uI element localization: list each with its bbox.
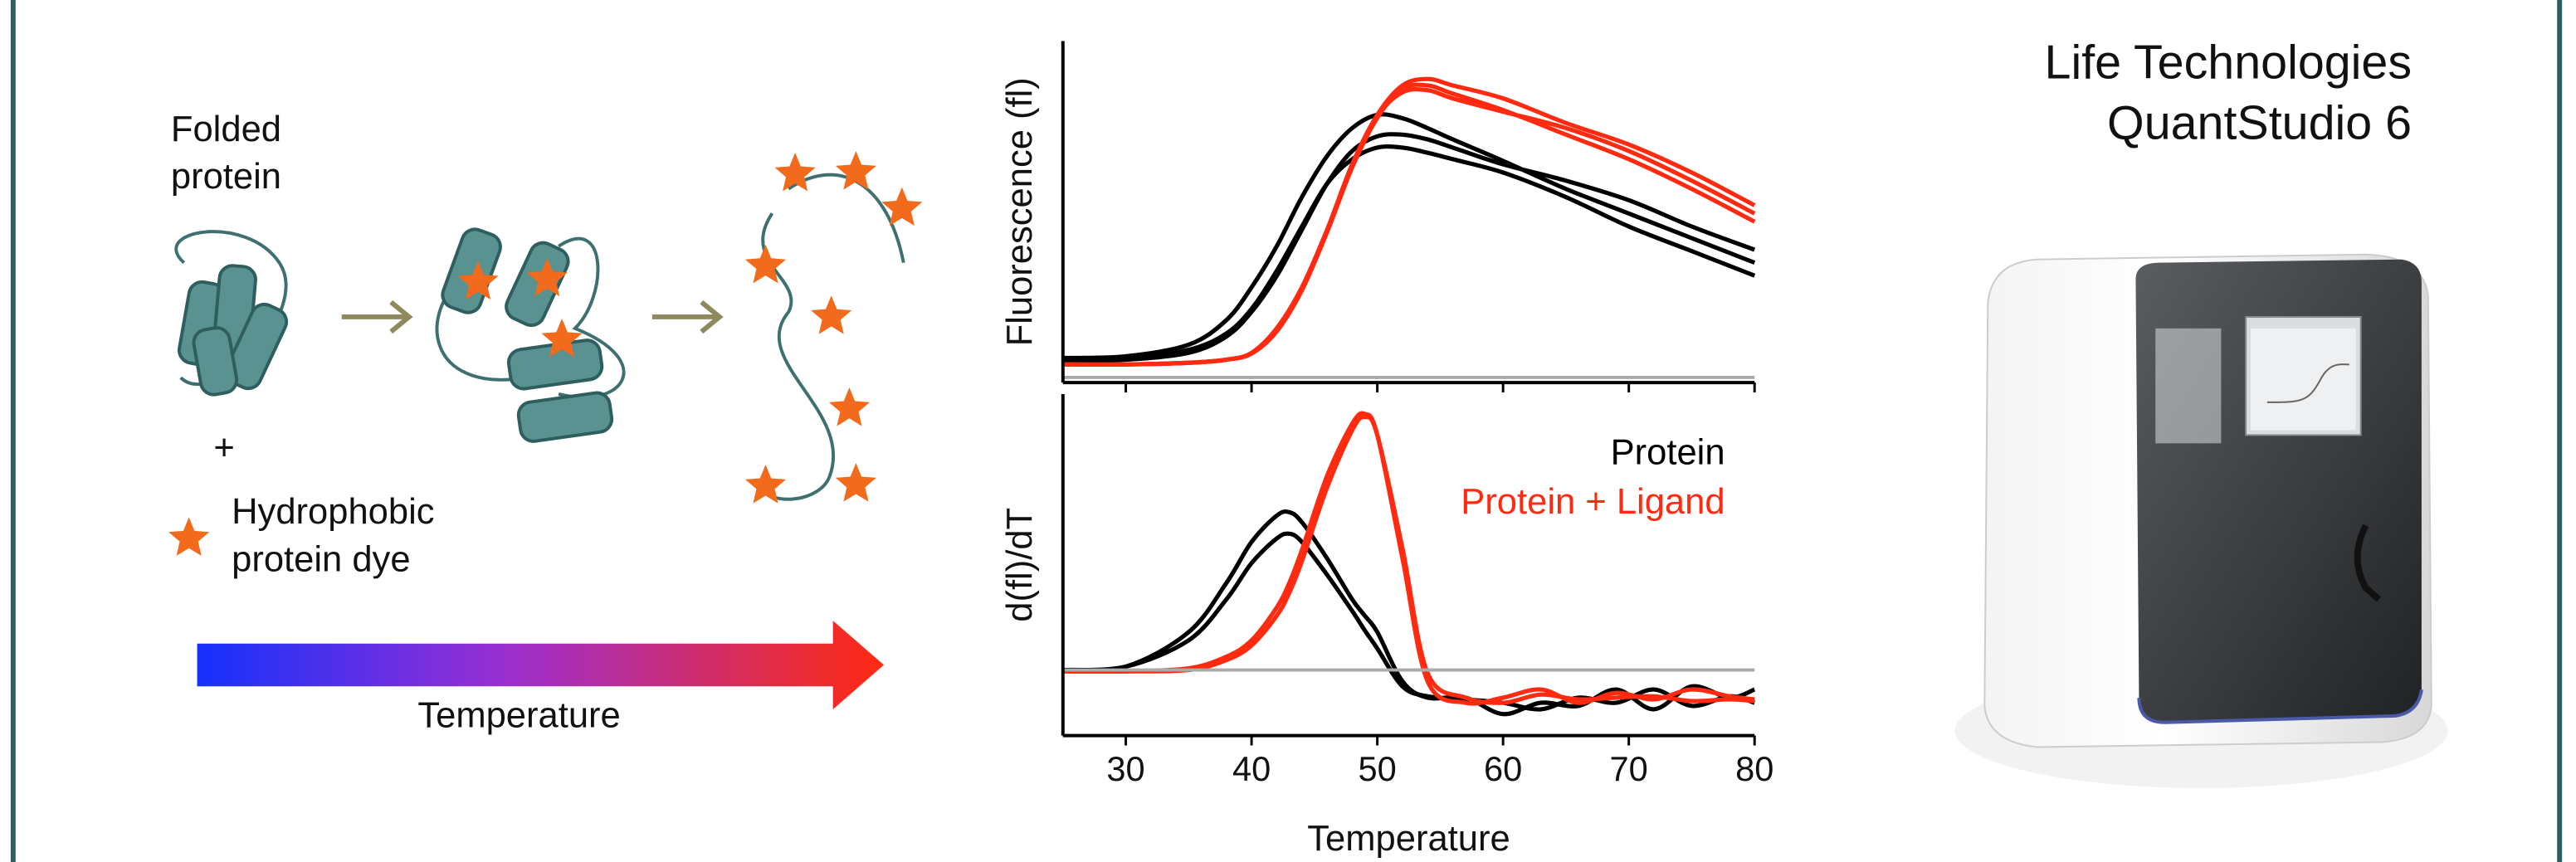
plus-sign: + xyxy=(213,428,234,468)
x-tick-label: 30 xyxy=(1106,749,1144,788)
dye-star xyxy=(526,257,568,297)
instrument-image xyxy=(1954,253,2448,788)
dye-stars xyxy=(168,151,923,556)
data-line xyxy=(1062,509,1756,717)
legend-entry: Protein xyxy=(1611,433,1725,473)
x-tick-label: 50 xyxy=(1359,749,1397,788)
x-tick-label: 60 xyxy=(1484,749,1522,788)
x-tick-label: 40 xyxy=(1232,749,1271,788)
dye-star xyxy=(835,463,876,502)
x-tick-label: 70 xyxy=(1610,749,1648,788)
dye-star xyxy=(835,151,876,190)
data-line xyxy=(1062,531,1755,712)
instrument-title: QuantStudio 6 xyxy=(2107,97,2412,150)
dye-star xyxy=(811,295,852,334)
protein-diagram xyxy=(174,173,905,501)
data-line xyxy=(1062,87,1756,368)
process-arrows xyxy=(341,300,724,334)
data-line xyxy=(1062,82,1756,368)
data-line xyxy=(1062,112,1756,361)
unfolded-protein xyxy=(754,173,905,501)
folded-label: protein xyxy=(171,157,281,197)
unfolding-protein xyxy=(435,227,626,443)
dye-star xyxy=(541,318,583,358)
dye-star xyxy=(774,153,816,192)
charts: Fluorescence (fl) 30 40 50 60 70 80 d(fl)/dT Tem… xyxy=(1000,41,1773,859)
legend-entry: Protein + Ligand xyxy=(1461,482,1725,522)
folded-protein xyxy=(174,230,289,397)
y-axis-label: Fluorescence (fl) xyxy=(1000,77,1040,346)
dye-star xyxy=(744,244,787,284)
dye-label: protein dye xyxy=(232,539,410,579)
y-axis-label: d(fl)/dT xyxy=(1000,508,1040,622)
arrow-label: Temperature xyxy=(417,695,620,735)
x-tick-label: 80 xyxy=(1735,749,1773,788)
x-axis-label: Temperature xyxy=(1307,819,1510,859)
dye-label: Hydrophobic xyxy=(232,492,434,532)
temperature-arrow xyxy=(197,621,885,709)
data-line xyxy=(1062,144,1756,363)
dye-star xyxy=(168,517,210,556)
data-line xyxy=(1062,414,1755,705)
data-line xyxy=(1062,132,1756,364)
dye-star xyxy=(828,387,870,426)
dye-star xyxy=(744,465,787,504)
folded-label: Folded xyxy=(171,110,281,149)
dye-star xyxy=(457,261,499,300)
dye-star xyxy=(881,187,923,226)
instrument-title: Life Technologies xyxy=(2045,36,2413,89)
